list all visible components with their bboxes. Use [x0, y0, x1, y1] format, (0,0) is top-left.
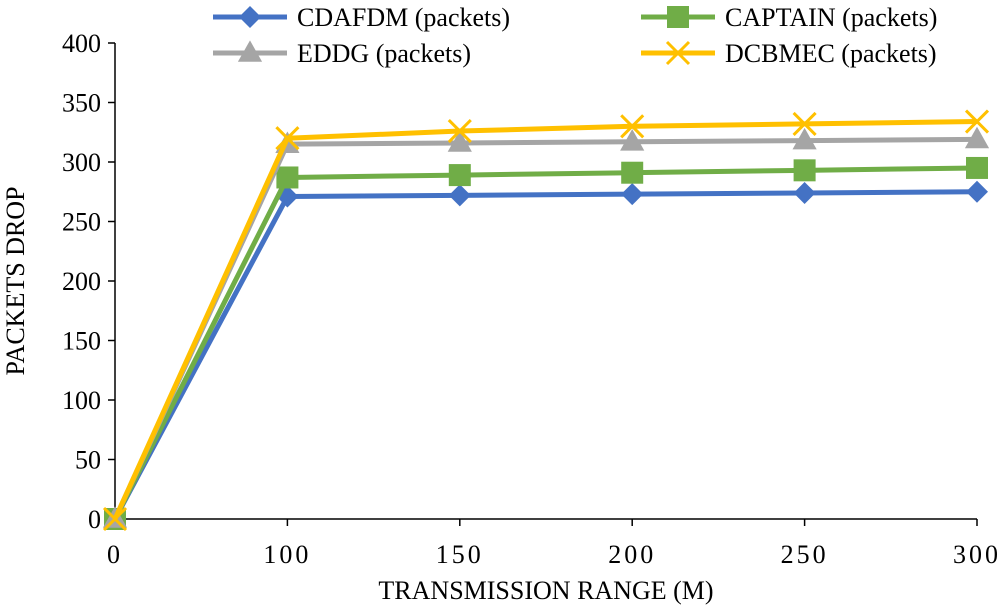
- triangle-marker: [447, 130, 472, 152]
- y-axis-title: PACKETS DROP: [1, 186, 30, 375]
- series-line: [112, 165, 978, 521]
- square-marker: [966, 156, 988, 179]
- y-tick-label: 100: [62, 386, 101, 415]
- y-tick-label: 400: [62, 29, 101, 58]
- x-marker: [275, 126, 300, 151]
- y-tick-label: 150: [62, 327, 101, 356]
- x-marker: [447, 118, 472, 144]
- triangle-marker: [620, 129, 645, 151]
- y-tick-label: 300: [62, 148, 101, 177]
- series-square: [104, 156, 988, 530]
- series-x: [102, 109, 990, 532]
- diamond-marker: [239, 6, 261, 28]
- square-marker: [793, 159, 816, 182]
- x-tick-label: 250: [781, 540, 829, 569]
- x-tick-label: 300: [953, 540, 1000, 569]
- square-marker: [448, 164, 471, 187]
- series-layer: [102, 109, 990, 532]
- legend-item: CDAFDM (packets): [213, 3, 510, 32]
- x-marker: [792, 111, 817, 136]
- y-tick-label: 50: [75, 446, 101, 475]
- x-marker: [620, 114, 645, 139]
- x-marker: [102, 506, 128, 532]
- x-tick-label: 0: [107, 540, 123, 569]
- legend: CDAFDM (packets) CAPTAIN (packets) EDDG (p…: [213, 3, 937, 68]
- legend-label: DCBMEC (packets): [725, 39, 937, 68]
- legend-item: EDDG (packets): [213, 39, 471, 68]
- series-diamond: [104, 180, 988, 530]
- x-tick-label: 200: [608, 540, 656, 569]
- diamond-marker: [793, 181, 816, 204]
- legend-label: CAPTAIN (packets): [725, 3, 937, 32]
- triangle-marker: [792, 127, 817, 150]
- x-axis-title: TRANSMISSION RANGE (M): [378, 576, 713, 605]
- legend-item: CAPTAIN (packets): [641, 3, 937, 32]
- y-tick-label: 350: [62, 89, 101, 118]
- x-ticks: 0 100 150 200 250 300: [107, 519, 1000, 569]
- y-tick-label: 250: [62, 208, 101, 237]
- y-tick-label: 0: [88, 505, 101, 534]
- square-marker: [621, 161, 644, 184]
- square-marker: [667, 6, 689, 28]
- legend-label: EDDG (packets): [297, 39, 471, 68]
- triangle-marker: [237, 40, 263, 62]
- x-tick-label: 150: [436, 540, 484, 569]
- diamond-marker: [966, 180, 988, 203]
- x-marker: [665, 40, 691, 66]
- series-line: [112, 119, 978, 521]
- triangle-marker: [964, 126, 990, 149]
- y-ticks: 0 50 100 150 200 250 300 350 400: [62, 29, 115, 534]
- square-marker: [276, 166, 299, 189]
- y-tick-label: 200: [62, 267, 101, 296]
- legend-label: CDAFDM (packets): [297, 3, 510, 32]
- diamond-marker: [448, 184, 471, 207]
- series-triangle: [102, 126, 990, 528]
- diamond-marker: [621, 183, 644, 206]
- x-tick-label: 100: [263, 540, 311, 569]
- series-line: [112, 189, 978, 521]
- legend-item: DCBMEC (packets): [641, 39, 937, 68]
- x-marker: [964, 109, 990, 134]
